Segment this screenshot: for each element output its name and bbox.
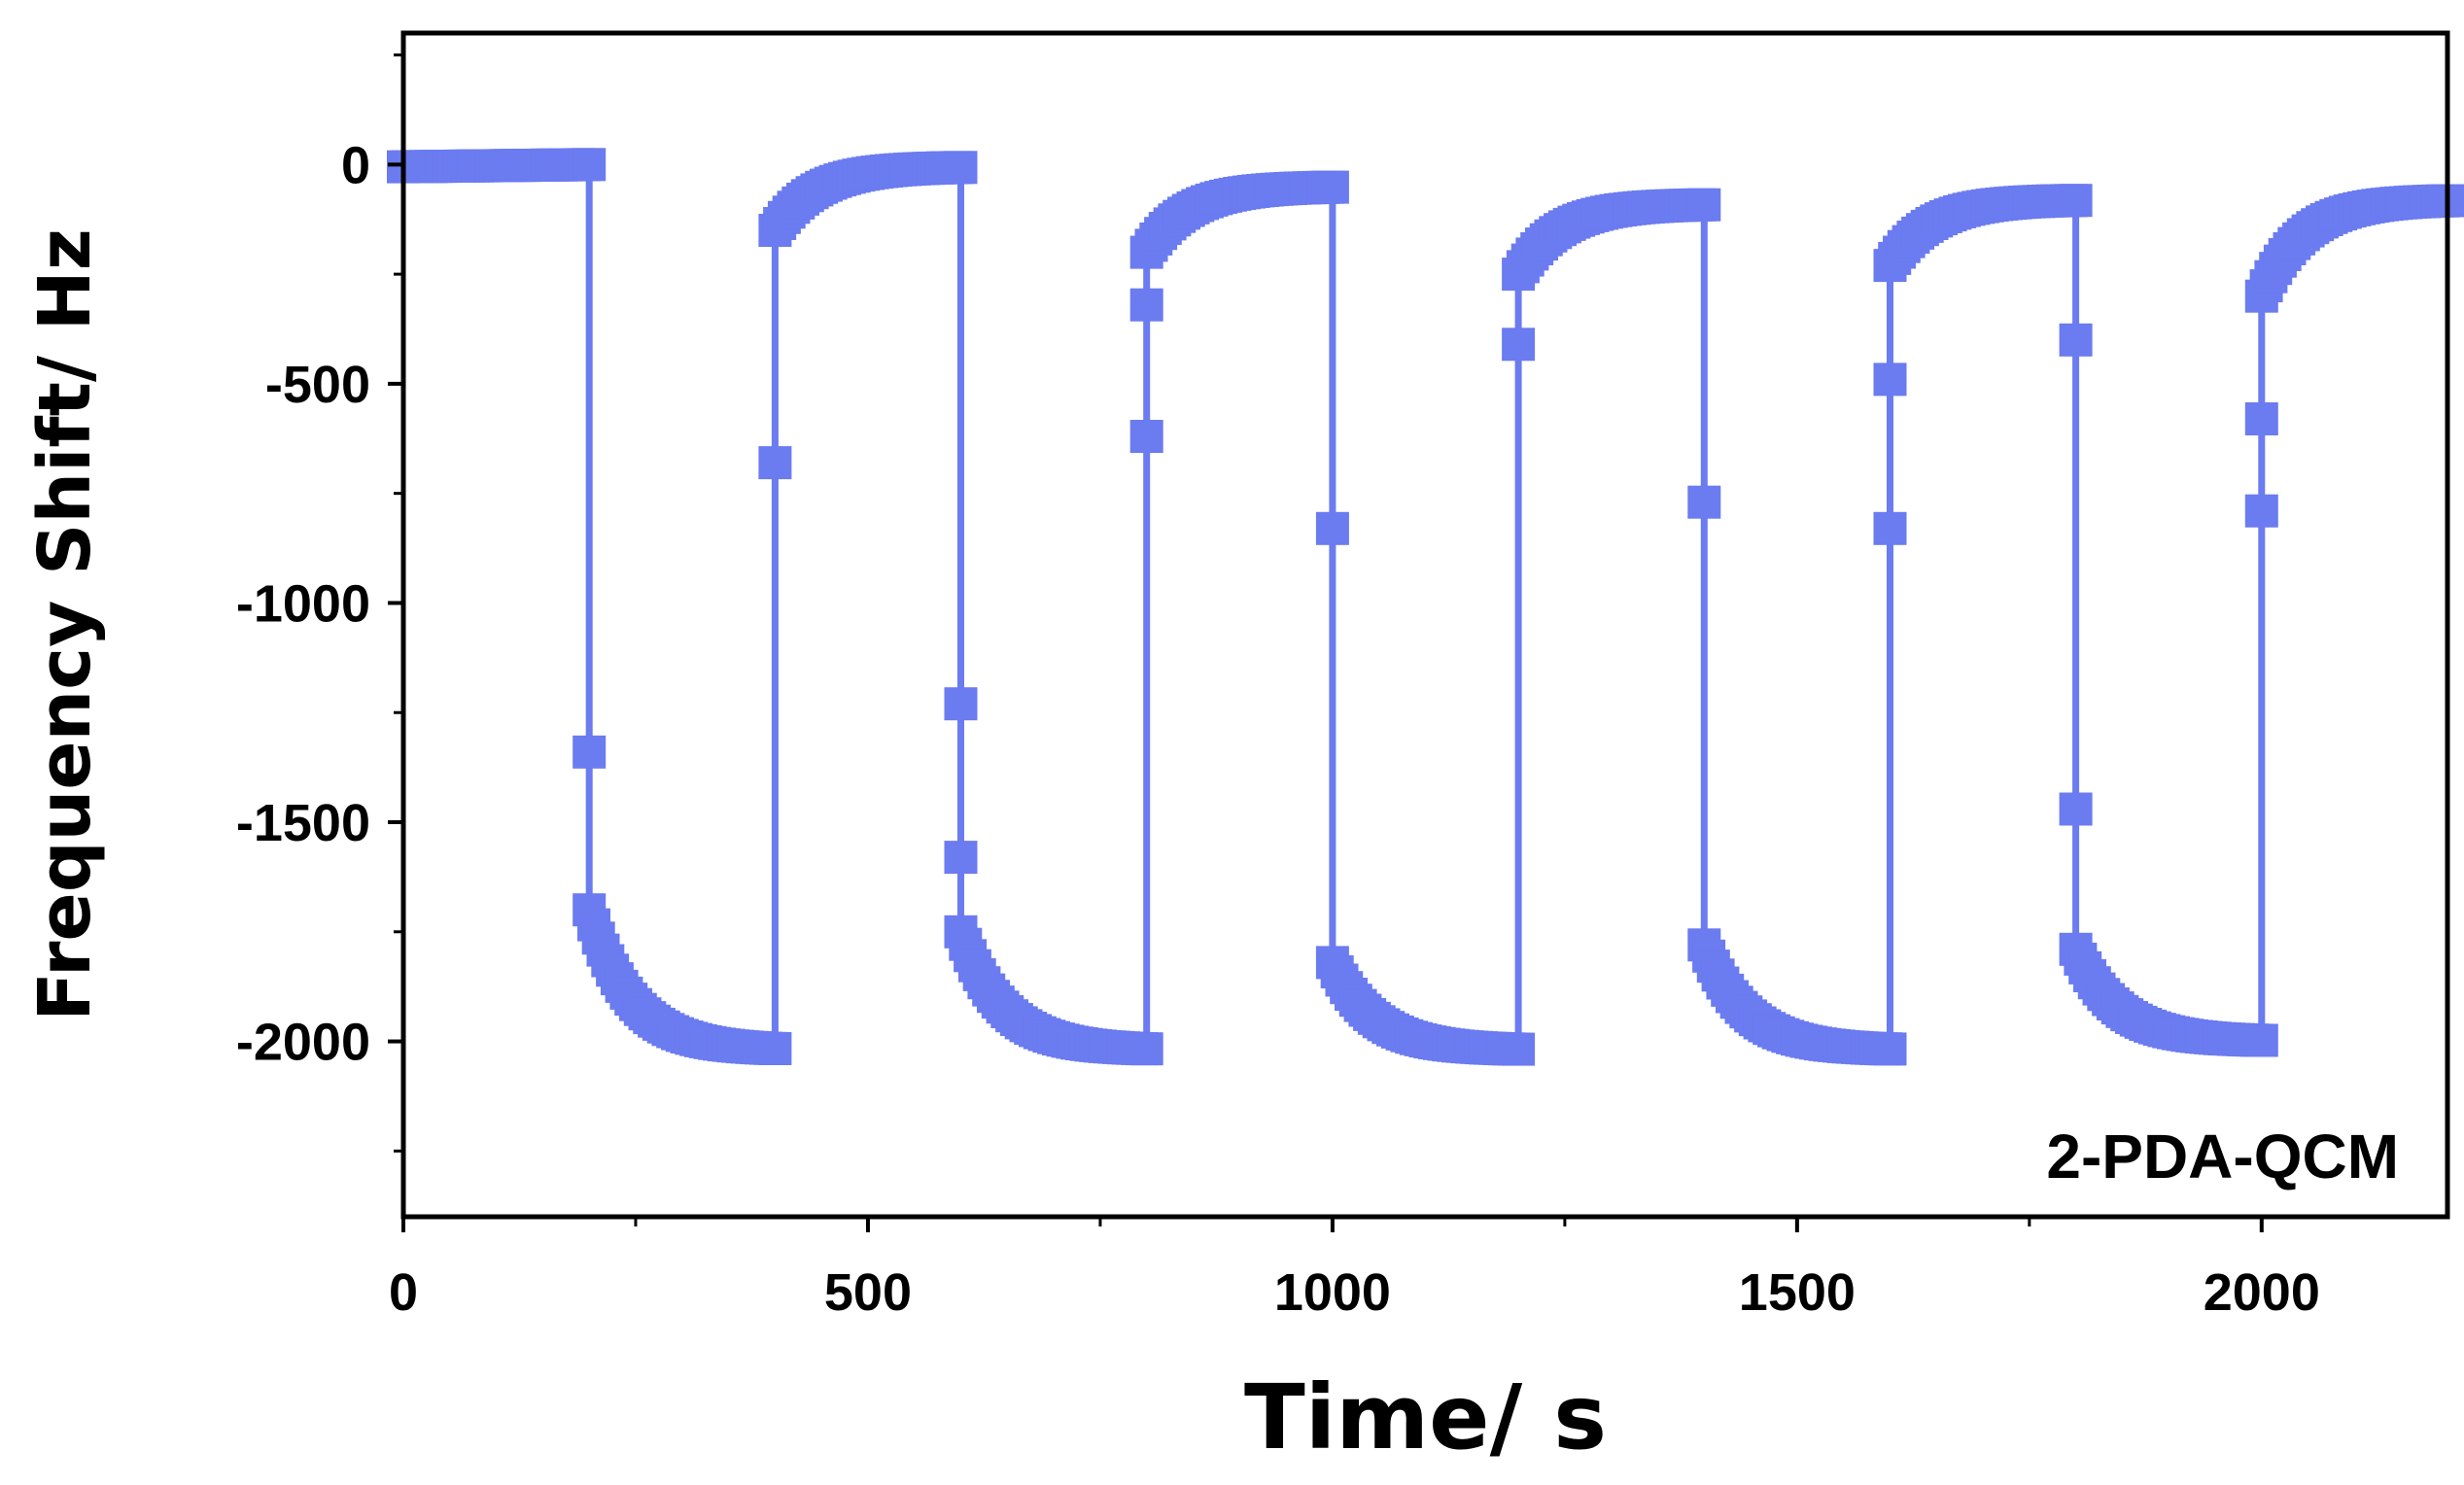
transition-point [2244,494,2278,528]
data-point [1502,1032,1536,1066]
y-tick-label: -1000 [236,574,370,633]
y-tick-label: -2000 [236,1014,370,1072]
transition-point [1502,328,1536,362]
x-tick-label: 2000 [2204,1263,2320,1322]
data-point [2244,1023,2278,1057]
transition-point [1873,511,1907,545]
data-point [1873,1032,1907,1066]
x-tick-label: 1500 [1739,1263,1856,1322]
axes: 0 500 1000 1500 2000 0 -500 -1000 -1500 -2000 [236,30,2450,1322]
y-tick-label: 0 [341,136,370,194]
transition-point [2059,323,2093,357]
transition-point [944,687,978,721]
y-tick-label: -1500 [236,794,370,852]
data-point [2059,184,2093,218]
transition-point [1129,420,1163,453]
transition-point [1129,288,1163,322]
transition-point [1315,511,1349,545]
data-point [1315,170,1349,204]
y-tick-label: -500 [265,356,370,414]
x-tick-label: 1000 [1274,1263,1391,1322]
data-point [573,148,607,182]
data-point [1129,1032,1163,1066]
series-line [402,160,2448,1053]
transition-point [1873,363,1907,397]
y-axis-title: Frequency Shift/ Hz [23,228,107,1021]
transition-point [758,446,792,480]
plot-frame [400,30,2450,1220]
data-point [944,151,978,185]
x-tick-label: 0 [389,1263,418,1322]
data-point [758,1032,792,1065]
plot-area [387,148,2464,1066]
transition-point [2059,792,2093,826]
transition-point [944,841,978,875]
chart-annotation: 2-PDA-QCM [2046,1122,2399,1191]
data-point [1687,188,1721,222]
transition-point [2244,402,2278,435]
transition-point [573,735,607,769]
x-axis-title: Time/ s [1244,1365,1607,1469]
transition-point [1687,485,1721,519]
x-tick-label: 500 [824,1263,912,1322]
